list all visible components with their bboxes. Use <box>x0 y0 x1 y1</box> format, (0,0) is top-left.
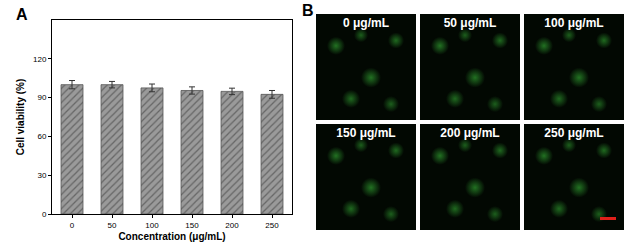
svg-text:250: 250 <box>265 221 279 230</box>
svg-text:90: 90 <box>37 93 46 102</box>
html-text:150 μg/mL: 150 μg/mL <box>336 126 396 140</box>
html-text:B: B <box>302 2 314 19</box>
html-text:100 μg/mL: 100 μg/mL <box>544 16 604 30</box>
html-text:200 μg/mL: 200 μg/mL <box>440 126 500 140</box>
svg-text:A: A <box>16 6 28 23</box>
html-text:0 μg/mL: 0 μg/mL <box>343 16 389 30</box>
svg-text:200: 200 <box>225 221 239 230</box>
svg-text:0: 0 <box>70 221 75 230</box>
html-text:50 μg/mL: 50 μg/mL <box>443 16 497 30</box>
svg-text:60: 60 <box>37 132 46 141</box>
svg-text:150: 150 <box>185 221 199 230</box>
svg-text:Cell viability (%): Cell viability (%) <box>15 79 26 156</box>
svg-text:0: 0 <box>42 210 47 219</box>
html-text:250 μg/mL: 250 μg/mL <box>544 126 604 140</box>
svg-text:Concentration (μg/mL): Concentration (μg/mL) <box>118 231 225 242</box>
svg-text:120: 120 <box>33 55 47 64</box>
svg-text:30: 30 <box>37 171 46 180</box>
svg-text:50: 50 <box>108 221 117 230</box>
svg-text:100: 100 <box>145 221 159 230</box>
